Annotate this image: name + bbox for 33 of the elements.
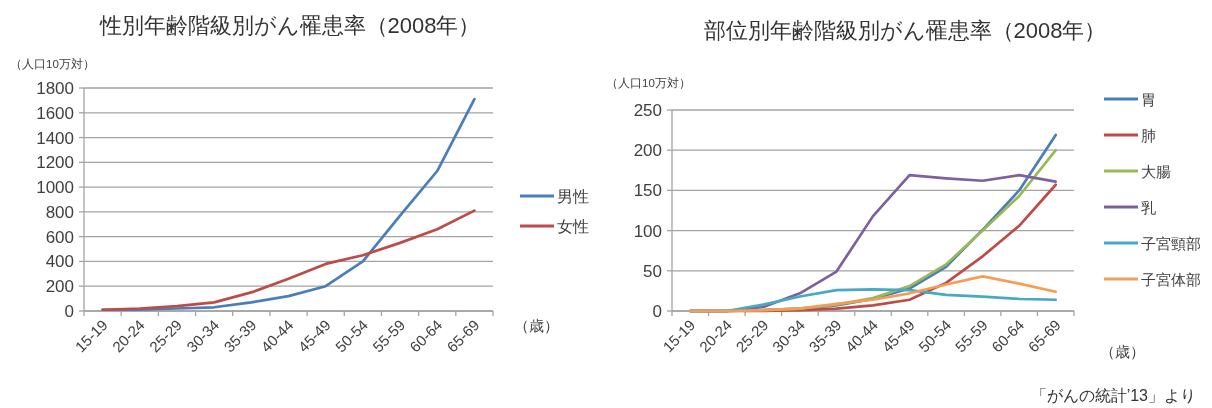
y-tick-label: 200 xyxy=(633,141,662,161)
y-tick-label: 1000 xyxy=(36,178,74,198)
legend-label: 男性 xyxy=(557,188,589,205)
legend-label: 大腸 xyxy=(1141,163,1171,180)
text: 「がんの統計’13」より xyxy=(1030,387,1196,404)
y-tick-label: 1600 xyxy=(36,103,74,123)
y-tick-label: 1400 xyxy=(36,128,74,148)
legend-label: 子宮体部 xyxy=(1141,271,1201,288)
y-tick-label: 1800 xyxy=(36,79,74,98)
line-series xyxy=(688,275,1058,313)
legend-label: 肺 xyxy=(1141,127,1156,144)
y-tick-label: 250 xyxy=(633,101,662,120)
y-tick-label: 1200 xyxy=(36,153,74,173)
y-tick-label: 100 xyxy=(633,221,662,241)
y-axis-title: （人口10万対） xyxy=(606,76,691,90)
y-tick-label: 0 xyxy=(64,302,74,321)
y-tick-label: 200 xyxy=(45,277,74,297)
y-tick-label: 400 xyxy=(45,252,74,272)
chart-title: 部位別年齢階級別がん罹患率（2008年） xyxy=(703,18,1107,43)
y-tick-label: 150 xyxy=(633,181,662,201)
x-axis-title: （歳） xyxy=(514,317,559,334)
line-series xyxy=(101,209,476,312)
y-tick-label: 50 xyxy=(643,261,662,281)
legend-label: 乳 xyxy=(1141,199,1156,216)
legend-label: 女性 xyxy=(557,218,589,235)
y-tick-label: 0 xyxy=(652,302,662,321)
chart-title: 性別年齢階級別がん罹患率（2008年） xyxy=(98,13,481,38)
x-axis-title: （歳） xyxy=(1100,343,1145,360)
y-tick-label: 600 xyxy=(45,227,74,247)
legend-label: 子宮頸部 xyxy=(1141,235,1201,252)
legend-label: 胃 xyxy=(1141,91,1156,108)
y-tick-label: 800 xyxy=(45,202,74,222)
y-axis-title: （人口10万対） xyxy=(10,57,95,71)
